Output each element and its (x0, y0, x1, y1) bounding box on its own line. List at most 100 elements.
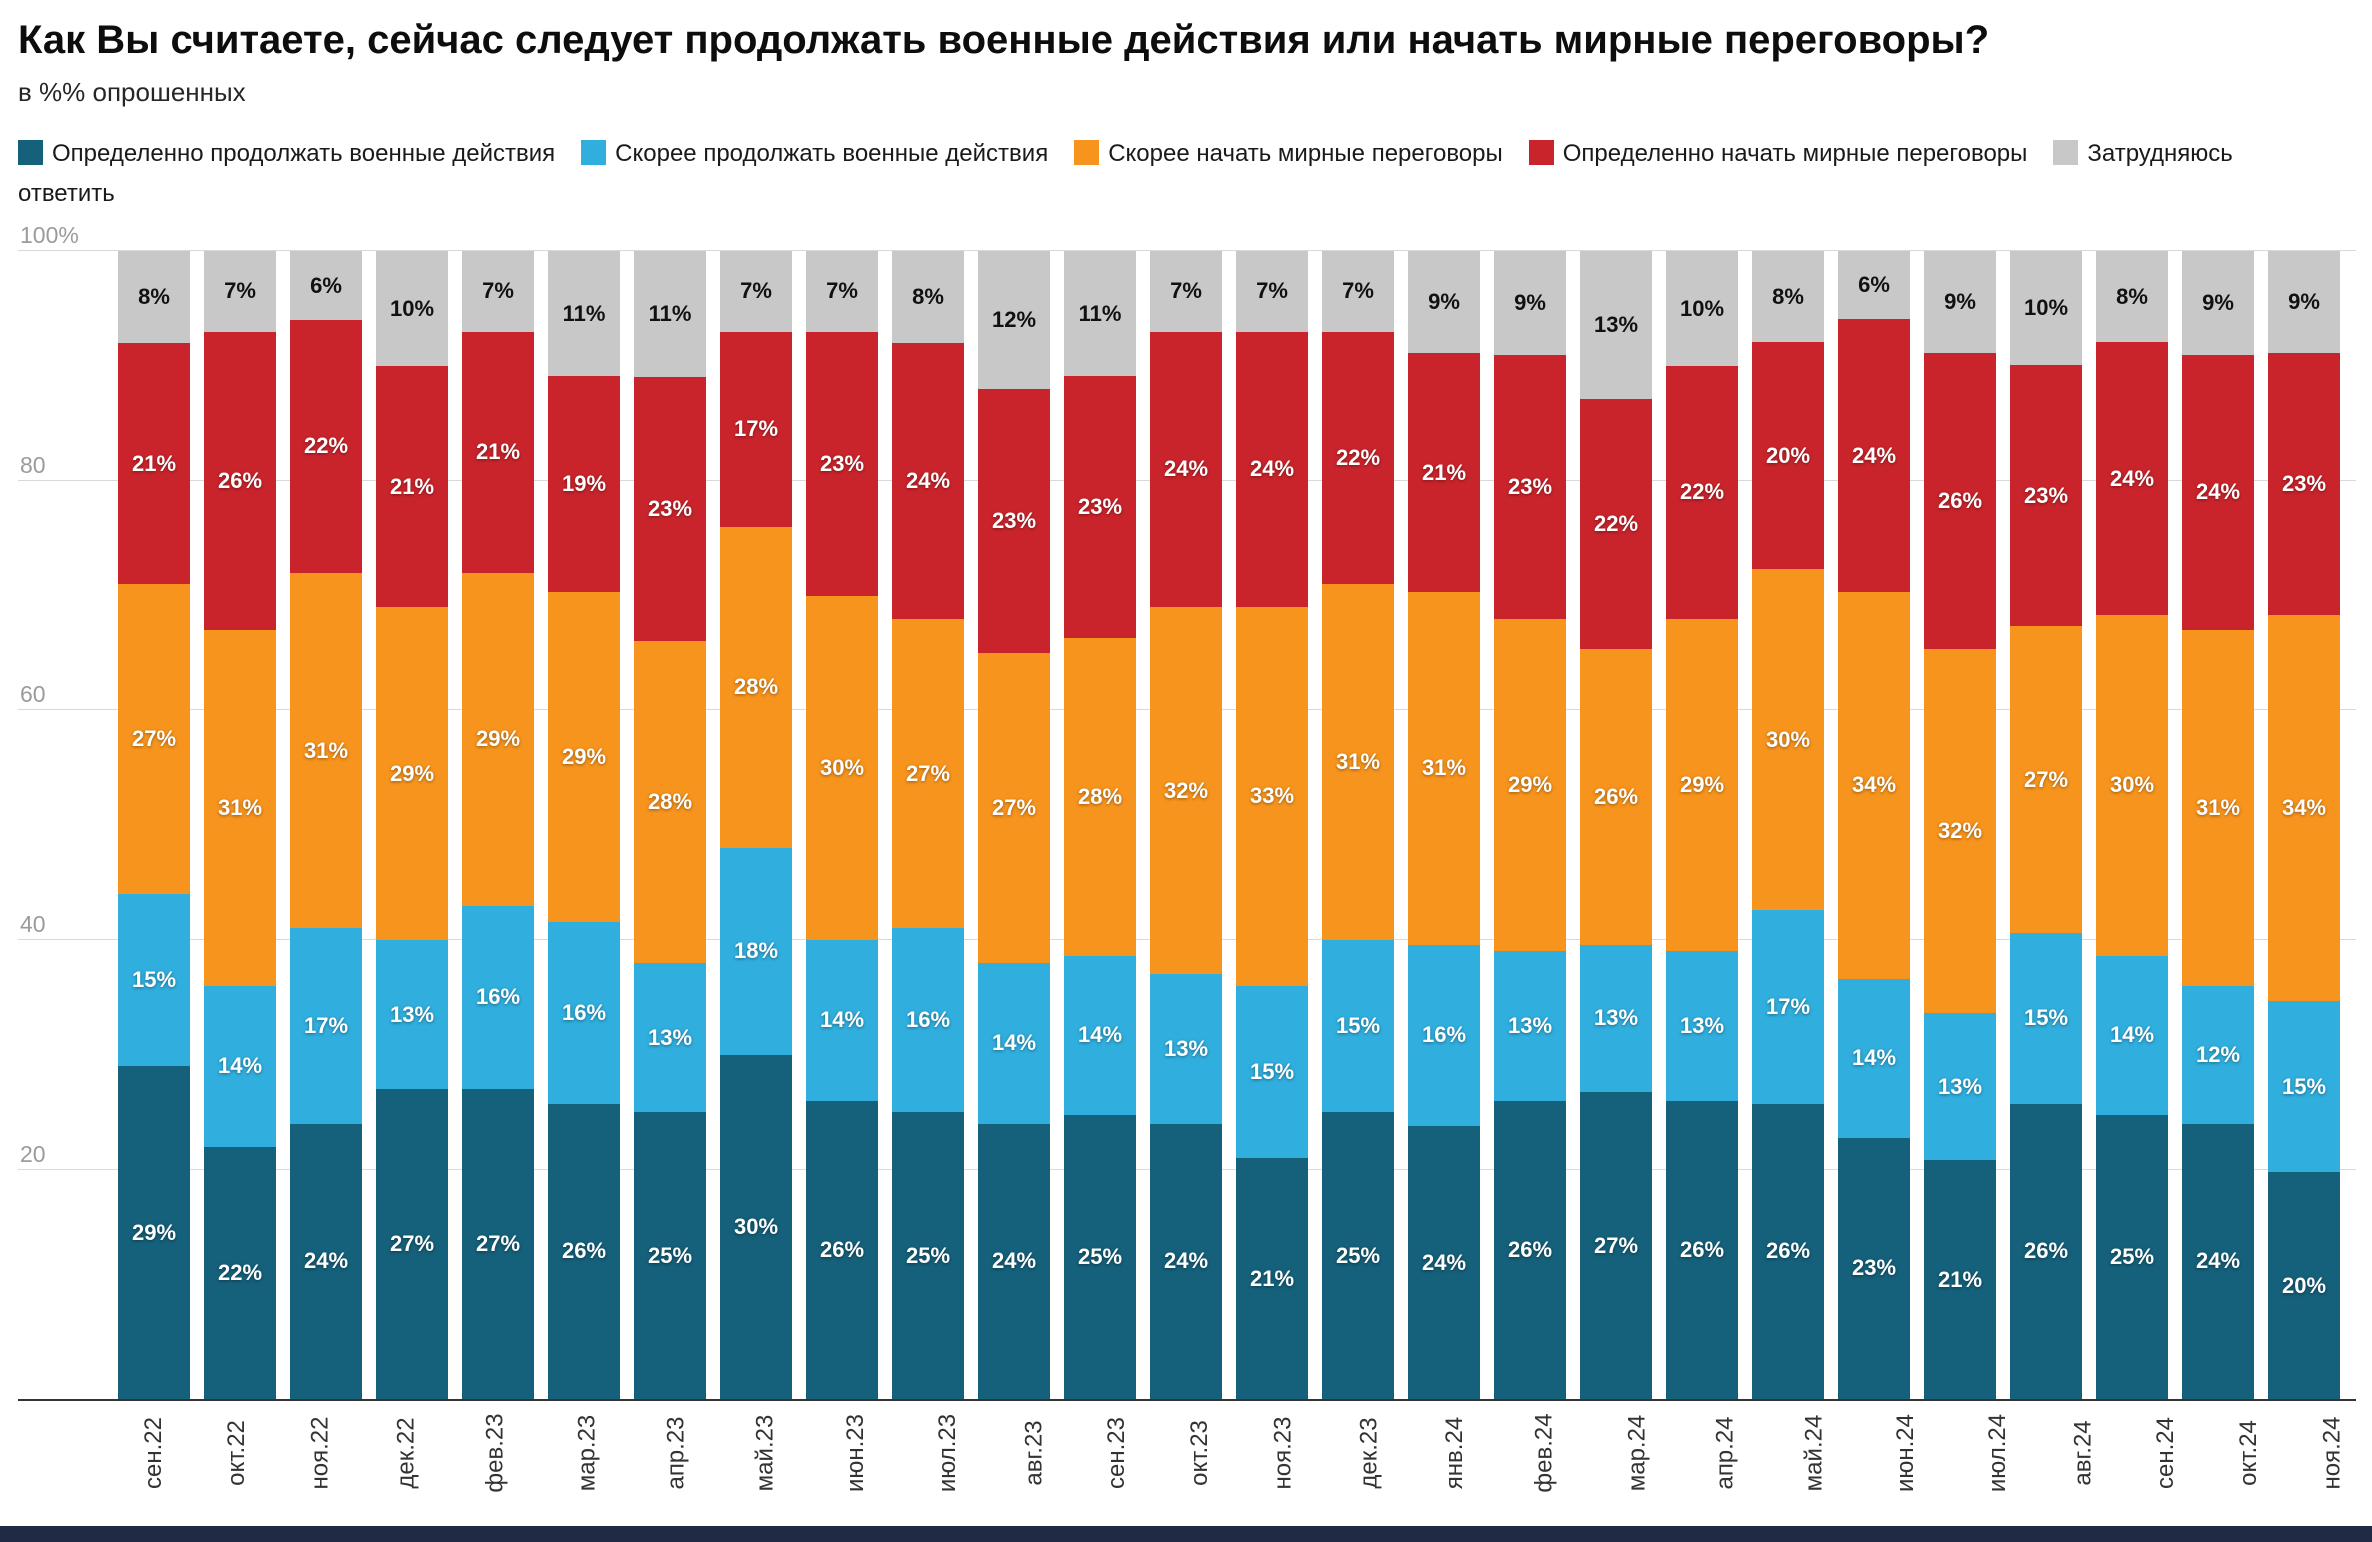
bar-segment: 27% (2010, 626, 2082, 934)
bar-мар.23: 11% 19% 29% 16% 26% (548, 251, 620, 1400)
x-axis-label: фев.23 (481, 1413, 509, 1493)
bar-segment: 26% (1580, 648, 1652, 945)
bar-segment: 26% (2010, 1103, 2082, 1400)
segment-value-label: 15% (1249, 1058, 1295, 1084)
segment-value-label: 20% (2281, 1272, 2327, 1298)
segment-value-label: 24% (1163, 1248, 1209, 1274)
bar-segment: 29% (1666, 618, 1738, 952)
legend-swatch-icon (1528, 140, 1554, 165)
y-axis-tick-label: 100% (20, 222, 79, 249)
segment-value-label: 27% (905, 760, 951, 786)
bar-segment: 16% (1408, 944, 1480, 1127)
segment-value-label: 24% (1851, 442, 1897, 468)
bar-segment: 24% (1236, 331, 1308, 608)
bar-segment: 13% (1666, 951, 1738, 1101)
bar-segment: 22% (1580, 398, 1652, 649)
segment-value-label: 23% (1507, 473, 1553, 499)
bar-segment: 7% (806, 251, 878, 332)
bar-segment: 23% (1494, 354, 1566, 619)
bar-segment: 13% (634, 962, 706, 1113)
x-axis: сен.22 окт.22 ноя.22 дек.22 фев.23 мар.23 апр.… (118, 1401, 2346, 1505)
bar-segment: 11% (548, 251, 620, 377)
bar-segment: 15% (1236, 985, 1308, 1159)
bar-окт.22: 7% 26% 31% 14% 22% (204, 251, 276, 1400)
segment-value-label: 22% (1335, 444, 1381, 470)
segment-value-label: 24% (2195, 1248, 2241, 1274)
segment-value-label: 27% (1593, 1232, 1639, 1258)
bar-segment: 20% (1752, 342, 1824, 570)
bar-segment: 25% (892, 1112, 964, 1400)
segment-value-label: 10% (1679, 295, 1725, 321)
bar-segment: 16% (892, 928, 964, 1113)
segment-value-label: 22% (1593, 510, 1639, 536)
segment-value-label: 10% (389, 295, 435, 321)
segment-value-label: 30% (2109, 772, 2155, 798)
legend-swatch-icon (1074, 140, 1100, 165)
bar-май.24: 8% 20% 30% 17% 26% (1752, 251, 1824, 1400)
bar-segment: 21% (118, 343, 190, 585)
segment-value-label: 28% (1077, 783, 1123, 809)
segment-value-label: 13% (1937, 1073, 1983, 1099)
bar-segment: 14% (978, 962, 1050, 1124)
segment-value-label: 23% (2023, 482, 2069, 508)
x-axis-label: дек.23 (1355, 1417, 1383, 1489)
segment-value-label: 12% (2195, 1041, 2241, 1067)
bar-segment: 10% (2010, 251, 2082, 365)
bar-segment: 27% (978, 652, 1050, 963)
bar-segment: 7% (1236, 251, 1308, 332)
segment-value-label: 13% (1507, 1013, 1553, 1039)
segment-value-label: 31% (2195, 794, 2241, 820)
bar-segment: 22% (290, 320, 362, 573)
x-axis-label: май.24 (1800, 1414, 1828, 1492)
segment-value-label: 23% (819, 450, 865, 476)
legend-swatch-icon (18, 140, 43, 165)
bar-ноя.24: 9% 23% 34% 15% 20% (2268, 251, 2340, 1400)
bar-авг.23: 12% 23% 27% 14% 24% (978, 251, 1050, 1400)
bar-segment: 23% (1064, 376, 1136, 638)
bar-май.23: 7% 17% 28% 18% 30% (720, 251, 792, 1400)
bar-segment: 28% (1064, 637, 1136, 956)
x-axis-label: июл.23 (934, 1414, 962, 1493)
segment-value-label: 21% (1421, 459, 1467, 485)
bar-segment: 7% (1322, 251, 1394, 332)
bar-segment: 10% (1666, 251, 1738, 366)
segment-value-label: 14% (2109, 1022, 2155, 1048)
bar-segment: 23% (2010, 364, 2082, 627)
bar-segment: 29% (376, 607, 448, 940)
segment-value-label: 8% (1772, 283, 1804, 309)
segment-value-label: 26% (1507, 1236, 1553, 1262)
segment-value-label: 26% (217, 467, 263, 493)
segment-value-label: 15% (2023, 1005, 2069, 1031)
bar-segment: 25% (1064, 1115, 1136, 1400)
segment-value-label: 9% (2288, 289, 2320, 315)
chart-page: Как Вы считаете, сейчас следует продолжа… (18, 18, 2356, 1505)
segment-value-label: 15% (1335, 1013, 1381, 1039)
bar-segment: 15% (2010, 933, 2082, 1104)
bar-segment: 13% (1494, 951, 1566, 1101)
bar-июл.23: 8% 24% 27% 16% 25% (892, 251, 964, 1400)
bar-segment: 26% (1494, 1100, 1566, 1400)
bar-ноя.23: 7% 24% 33% 15% 21% (1236, 251, 1308, 1400)
bar-segment: 25% (1322, 1112, 1394, 1400)
segment-value-label: 22% (303, 433, 349, 459)
segment-value-label: 24% (905, 467, 951, 493)
segment-value-label: 11% (562, 300, 606, 326)
x-axis-label: окт.22 (222, 1420, 250, 1487)
segment-value-label: 17% (303, 1013, 349, 1039)
segment-value-label: 31% (1335, 749, 1381, 775)
segment-value-label: 16% (905, 1007, 951, 1033)
bar-segment: 14% (204, 985, 276, 1147)
bar-segment: 7% (1150, 251, 1222, 332)
legend-swatch-icon (2053, 140, 2079, 165)
bar-segment: 24% (2182, 354, 2254, 631)
bar-segment: 24% (1150, 1123, 1222, 1400)
bar-segment: 17% (1752, 910, 1824, 1104)
segment-value-label: 17% (1765, 994, 1811, 1020)
bar-segment: 30% (806, 595, 878, 940)
x-axis-label: апр.23 (662, 1416, 690, 1490)
segment-value-label: 18% (733, 938, 779, 964)
bar-segment: 29% (118, 1066, 190, 1400)
bar-segment: 24% (1838, 319, 1910, 593)
bar-segment: 8% (2096, 251, 2168, 343)
legend-label: Затрудняюсь ответить (18, 140, 2233, 207)
